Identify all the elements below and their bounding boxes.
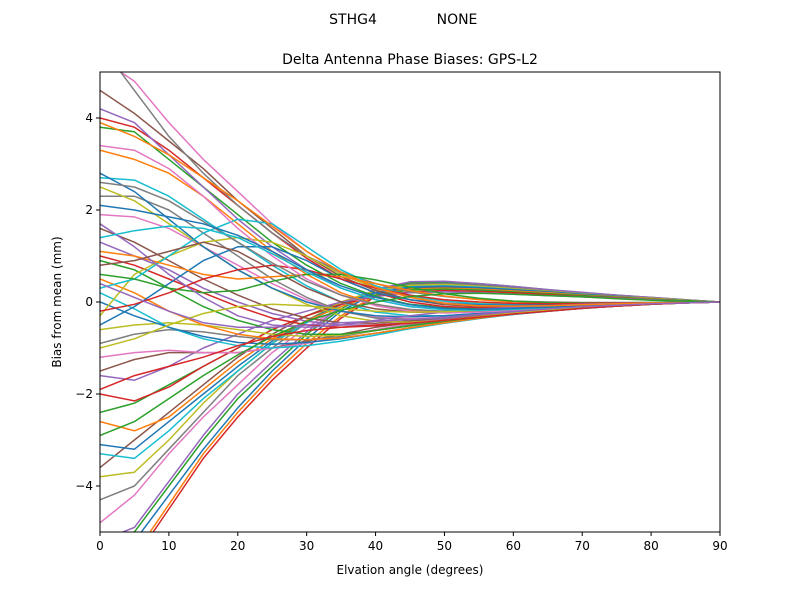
series-line-s5 xyxy=(120,280,720,532)
chart-title: Delta Antenna Phase Biases: GPS-L2 xyxy=(282,52,538,68)
suptitle-radome: NONE xyxy=(437,12,478,28)
series-line-s54 xyxy=(100,301,720,391)
y-axis-label: Bias from mean (mm) xyxy=(50,236,64,367)
x-tick-label: 80 xyxy=(643,539,658,553)
x-axis-label: Elvation angle (degrees) xyxy=(337,563,484,577)
x-tick-label: 40 xyxy=(368,539,383,553)
y-tick-label: 4 xyxy=(85,111,93,125)
x-tick-label: 20 xyxy=(230,539,245,553)
x-tick-label: 70 xyxy=(575,539,590,553)
x-tick-label: 90 xyxy=(712,539,727,553)
x-tick-label: 50 xyxy=(437,539,452,553)
y-tick-label: 0 xyxy=(85,295,93,309)
y-axis: −4 −2 0 2 4 xyxy=(75,111,100,493)
y-tick-label: −2 xyxy=(75,387,93,401)
series-line-s55 xyxy=(100,282,720,329)
x-tick-label: 0 xyxy=(96,539,104,553)
y-tick-label: 2 xyxy=(85,203,93,217)
x-tick-label: 60 xyxy=(506,539,521,553)
series-line-s53 xyxy=(100,292,720,437)
series-lines xyxy=(100,72,720,532)
y-tick-label: −4 xyxy=(75,479,93,493)
x-tick-label: 10 xyxy=(161,539,176,553)
series-line-s52 xyxy=(100,121,720,307)
x-tick-label: 30 xyxy=(299,539,314,553)
x-axis: 0 10 20 30 40 50 60 70 80 90 xyxy=(96,532,728,553)
suptitle-station: STHG4 xyxy=(329,12,377,28)
